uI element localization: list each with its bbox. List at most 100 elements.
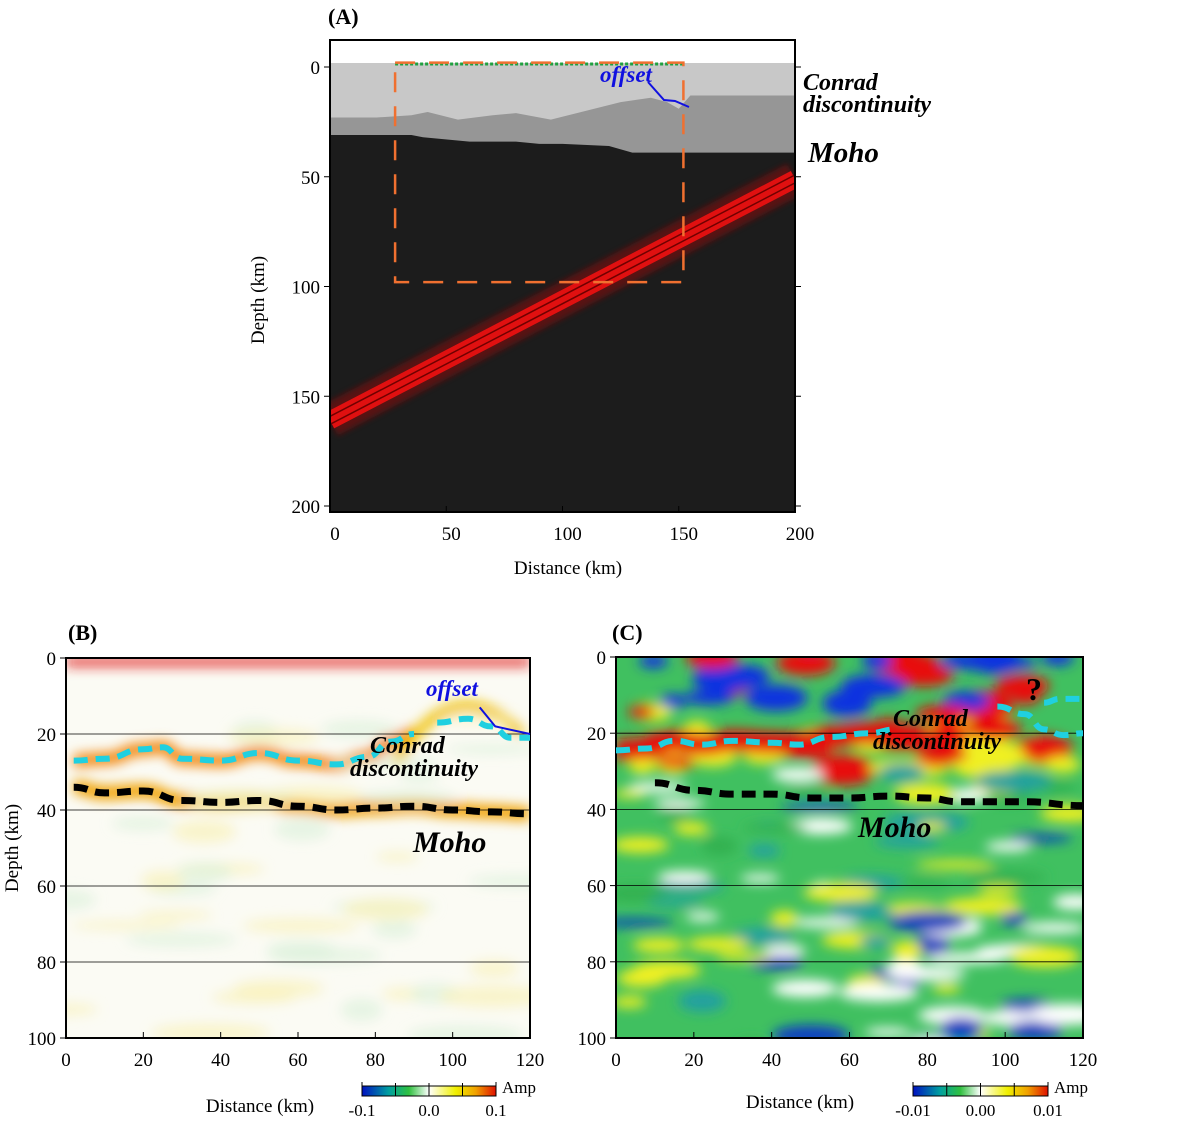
y-tick-label: 200	[292, 497, 321, 518]
amplitude-blob	[1052, 894, 1083, 910]
panel-label: (C)	[612, 620, 643, 645]
amplitude-blob	[357, 790, 456, 806]
amplitude-blob	[66, 1003, 98, 1016]
amplitude-blob	[1021, 922, 1083, 934]
y-tick-label: 80	[37, 953, 56, 974]
amplitude-blob	[656, 756, 699, 769]
amplitude-blob	[936, 747, 968, 763]
amplitude-blob	[966, 740, 1025, 772]
amplitude-blob	[803, 883, 878, 902]
x-tick-label: 100	[438, 1050, 467, 1071]
y-tick-label: 20	[37, 725, 56, 746]
amplitude-blob	[616, 996, 647, 1008]
amplitude-blob	[628, 756, 657, 775]
slab-line	[330, 174, 795, 418]
amplitude-blob	[686, 937, 749, 952]
amplitude-blob	[829, 903, 894, 921]
conrad-pick-line	[1043, 695, 1083, 706]
amplitude-blob	[763, 945, 807, 957]
conrad-label: Conrad	[803, 70, 879, 96]
amplitude-blob	[653, 799, 706, 808]
x-tick-label: 80	[918, 1050, 937, 1071]
amplitude-blob	[657, 871, 713, 883]
panel-label: (B)	[68, 620, 97, 645]
amplitude-blob	[772, 1024, 850, 1038]
amplitude-blob	[701, 836, 738, 856]
y-tick-label: 100	[578, 1029, 607, 1050]
amplitude-blob	[125, 932, 237, 947]
y-tick-label: 40	[37, 801, 56, 822]
x-axis-label: Distance (km)	[514, 558, 622, 579]
amplitude-blob	[973, 771, 1052, 792]
amplitude-blob	[692, 664, 756, 693]
amplitude-blob	[840, 674, 907, 698]
x-tick-label: 60	[840, 1050, 859, 1071]
x-tick-label: 150	[670, 524, 699, 545]
amplitude-blob	[915, 860, 995, 869]
amplitude-blob	[732, 927, 795, 945]
amplitude-blob	[964, 870, 1047, 884]
amplitude-blob	[932, 983, 961, 994]
amplitude-blob	[446, 743, 530, 755]
amplitude-blob	[744, 684, 808, 711]
offset-pointer	[647, 81, 690, 108]
amplitude-blob	[639, 657, 668, 669]
amplitude-blob	[822, 690, 872, 717]
amplitude-blob	[242, 918, 358, 933]
conrad-pick-line	[437, 715, 530, 741]
amplitude-blob	[969, 657, 1021, 675]
amplitude-blob	[858, 934, 891, 948]
amplitude-blob	[770, 910, 799, 927]
x-tick-label: 120	[1069, 1050, 1098, 1071]
x-tick-label: 80	[366, 1050, 385, 1071]
amplitude-blob	[263, 785, 364, 806]
x-tick-label: 60	[289, 1050, 308, 1071]
amplitude-blob	[1008, 834, 1073, 843]
conrad-label: discontinuity	[803, 92, 931, 118]
amplitude-blob	[893, 664, 954, 687]
moho-label: Moho	[807, 137, 879, 169]
amplitude-blob	[376, 851, 419, 862]
amplitude-blob	[999, 912, 1029, 926]
colorbar-tick-label: 0.1	[485, 1101, 506, 1120]
amplitude-blob	[915, 705, 974, 724]
question-mark: ?	[1026, 671, 1042, 707]
moho-label: Moho	[412, 826, 486, 859]
x-tick-label: 50	[442, 524, 461, 545]
x-tick-label: 40	[762, 1050, 781, 1071]
amplitude-blob	[810, 754, 877, 786]
amplitude-blob	[266, 940, 336, 961]
air-layer	[330, 40, 795, 63]
amplitude-blob	[685, 912, 720, 921]
colorbar-label: Amp	[1054, 1078, 1088, 1097]
y-tick-label: 0	[311, 58, 321, 79]
y-tick-label: 0	[597, 648, 607, 669]
y-axis-label: Depth (km)	[2, 804, 23, 892]
amplitude-blob	[616, 885, 669, 902]
amplitude-blob	[659, 694, 687, 709]
amplitude-blob	[926, 952, 1007, 964]
amplitude-blob	[211, 990, 297, 1005]
conrad-label: Conrad	[893, 706, 969, 732]
amplitude-blob	[864, 1027, 911, 1037]
amplitude-blob	[342, 898, 429, 921]
amplitude-blob	[150, 1023, 271, 1038]
offset-label: offset	[600, 62, 653, 87]
upper-crust	[330, 63, 795, 120]
amplitude-blob	[646, 898, 706, 907]
x-axis-label: Distance (km)	[206, 1096, 314, 1117]
amplitude-blob	[628, 782, 688, 793]
slab	[330, 170, 795, 429]
amplitude-blob	[469, 960, 519, 977]
amplitude-blob	[1044, 756, 1081, 773]
x-tick-label: 0	[61, 1050, 71, 1071]
amplitude-blob	[111, 816, 175, 831]
colorbar-tick-label: 0.00	[966, 1101, 996, 1120]
amplitude-blob	[862, 657, 893, 670]
amplitude-blob	[176, 862, 233, 883]
amplitude-blob	[888, 966, 967, 981]
x-tick-label: 0	[611, 1050, 621, 1071]
amplitude-blob	[874, 834, 940, 848]
